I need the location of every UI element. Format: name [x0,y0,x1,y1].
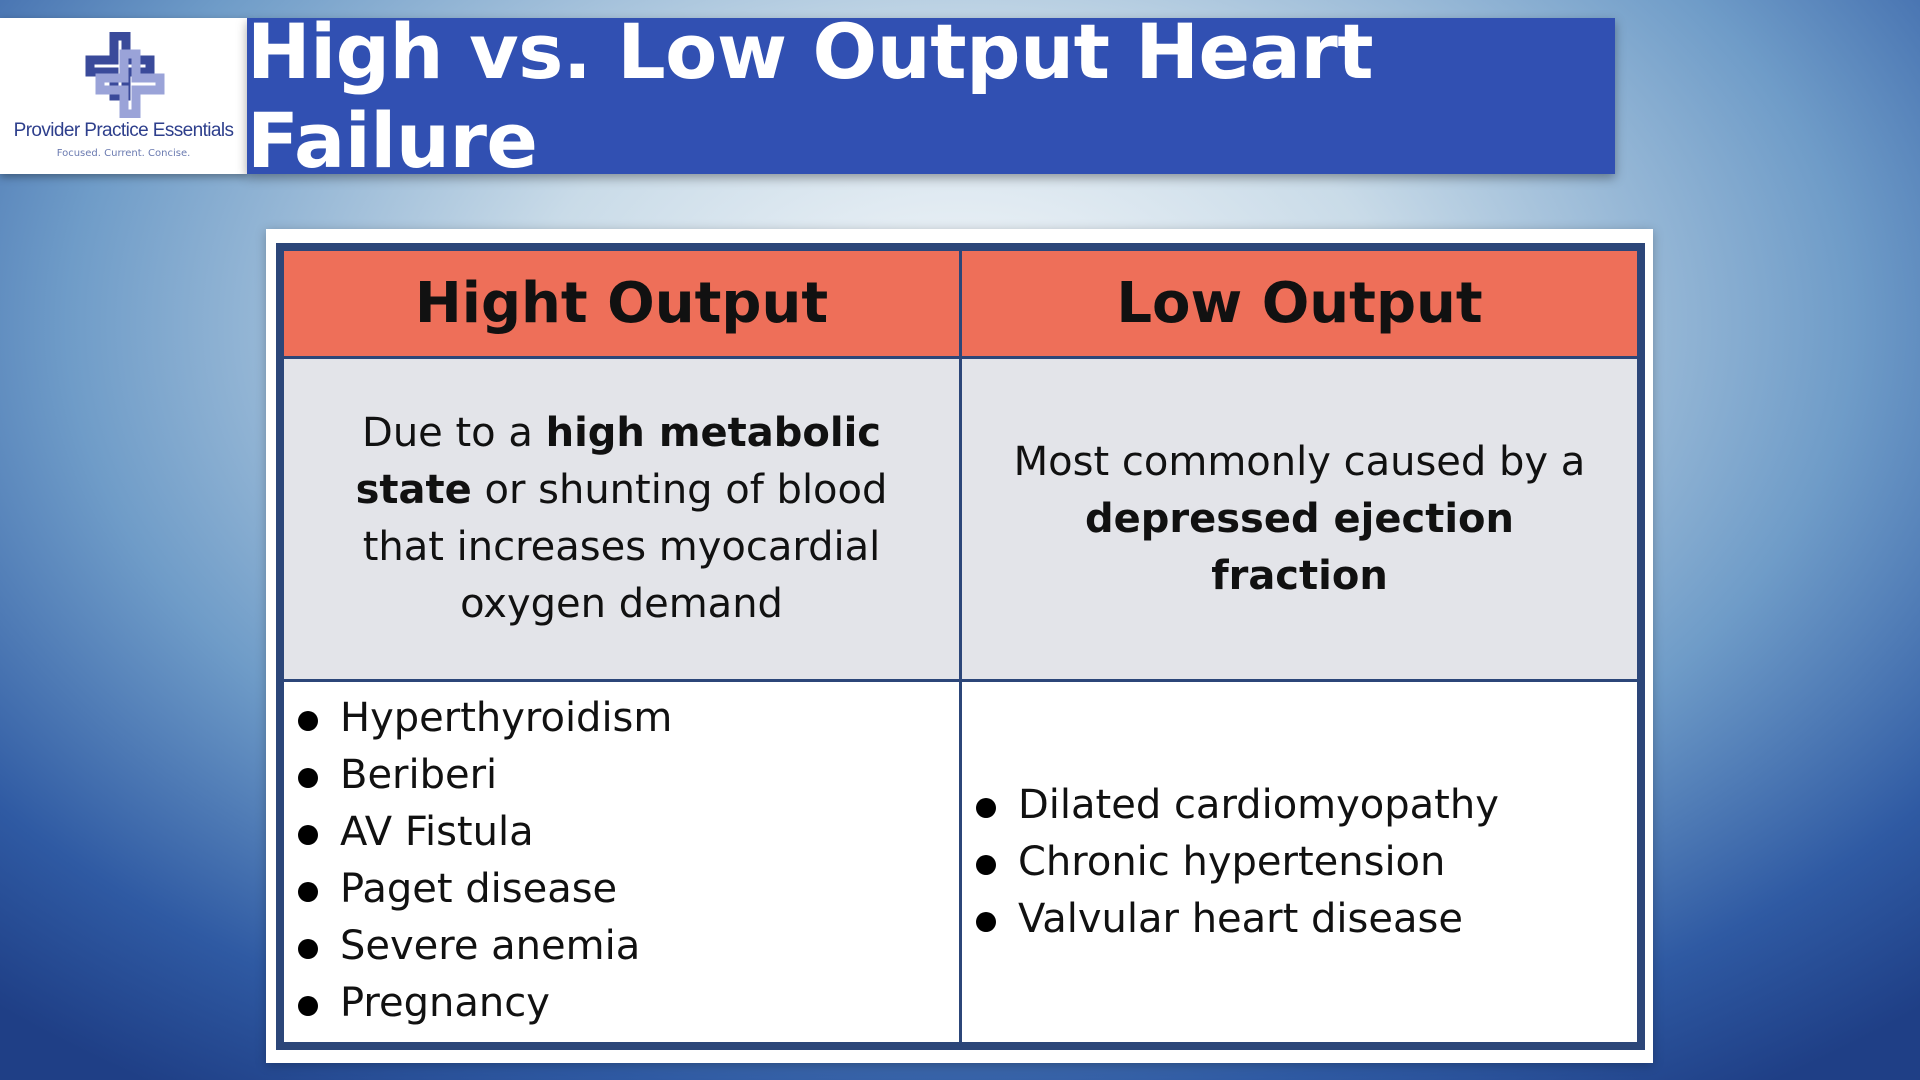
description-row: Due to a high metabolic state or shuntin… [278,356,1643,682]
logo: Provider Practice Essentials Focused. Cu… [0,18,247,174]
header-row: Hight Output Low Output [278,245,1643,359]
list-item: Chronic hypertension [976,834,1637,891]
title: High vs. Low Output Heart Failure [247,7,1374,185]
description-cell: Due to a high metabolic state or shuntin… [278,356,962,682]
list-item: Dilated cardiomyopathy [976,777,1637,834]
description-cell: Most commonly caused by a depressed ejec… [959,356,1643,682]
title-banner: High vs. Low Output Heart Failure [247,7,1615,185]
list-row: Hyperthyroidism Beriberi AV Fistula Paget d… [278,679,1643,1048]
bullet-list: Dilated cardiomyopathy Chronic hypertensi… [962,777,1637,948]
list-item: Beriberi [298,747,959,804]
column-header: Hight Output [278,245,962,359]
list-item: Valvular heart disease [976,891,1637,948]
bullet-list: Hyperthyroidism Beriberi AV Fistula Paget d… [284,690,959,1032]
column-header: Low Output [959,245,1643,359]
comparison-table: Hight Output Low Output Due to a high met… [276,243,1645,1050]
logo-name: Provider Practice Essentials [13,120,234,141]
text: or shunting of blood that increases myoc… [362,467,901,627]
bold-text: high metabolic state [355,410,895,513]
text: Due to a [362,410,546,456]
list-item: Severe anemia [298,918,959,975]
logo-tagline: Focused. Current. Concise. [56,148,191,159]
bold-text: depressed ejection fraction [1084,495,1528,599]
list-item: Hyperthyroidism [298,690,959,747]
list-item: Paget disease [298,861,959,918]
list-item: Pregnancy [298,975,959,1032]
text: Most commonly caused by a [1013,438,1599,485]
list-item: AV Fistula [298,804,959,861]
table-frame: Hight Output Low Output Due to a high met… [266,229,1653,1063]
list-cell: Hyperthyroidism Beriberi AV Fistula Paget d… [278,679,962,1048]
logo-icon [85,32,164,118]
list-cell: Dilated cardiomyopathy Chronic hypertensi… [959,679,1643,1048]
